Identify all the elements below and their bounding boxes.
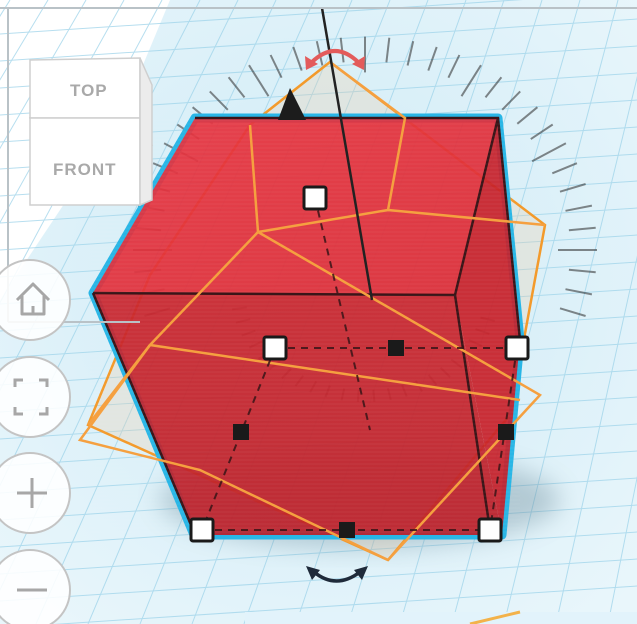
rotate-arrow-bottom-icon[interactable] xyxy=(306,566,368,583)
dial-tick[interactable] xyxy=(209,90,229,111)
dial-tick[interactable] xyxy=(501,90,521,111)
dial-tick[interactable] xyxy=(551,162,578,175)
resize-handle[interactable] xyxy=(262,335,288,361)
dial-tick[interactable] xyxy=(385,37,391,63)
midpoint-handle[interactable] xyxy=(498,424,514,440)
resize-handle[interactable] xyxy=(477,517,503,543)
dial-tick[interactable] xyxy=(530,123,554,140)
grid-line xyxy=(53,585,637,624)
dial-tick[interactable] xyxy=(565,204,593,212)
dial-tick[interactable] xyxy=(248,64,270,97)
rotation-guide-lines xyxy=(77,60,546,562)
grid-line xyxy=(0,558,637,602)
zoom-in-button[interactable] xyxy=(0,452,71,534)
plus-icon xyxy=(17,478,47,508)
midpoint-handle[interactable] xyxy=(339,522,355,538)
dial-tick[interactable] xyxy=(292,46,303,71)
dial-pointer-icon xyxy=(278,88,306,120)
view-cube-front-label[interactable]: FRONT xyxy=(53,160,117,179)
dial-tick[interactable] xyxy=(460,64,482,97)
dial-tick[interactable] xyxy=(447,54,461,79)
dial-tick[interactable] xyxy=(531,142,567,163)
fit-view-button[interactable] xyxy=(0,356,71,438)
dial-tick[interactable] xyxy=(568,226,596,232)
dial-tick[interactable] xyxy=(427,46,438,71)
grid-line xyxy=(607,475,637,624)
dial-tick[interactable] xyxy=(559,307,586,317)
resize-handles[interactable] xyxy=(189,185,530,543)
grid-line xyxy=(555,255,637,624)
grid-line xyxy=(0,18,637,62)
view-cube[interactable]: TOP FRONT xyxy=(28,57,154,207)
dial-tick[interactable] xyxy=(516,106,539,125)
rotation-axis-line xyxy=(320,7,374,301)
dial-tick[interactable] xyxy=(406,40,415,66)
grid-line xyxy=(0,0,524,35)
resize-handle[interactable] xyxy=(302,185,328,211)
dial-tick[interactable] xyxy=(565,288,593,296)
grid-line xyxy=(0,0,239,487)
bottom-ruler-strip xyxy=(245,610,637,624)
fit-to-view-icon xyxy=(13,378,49,416)
zoom-out-button[interactable] xyxy=(0,549,71,624)
grid-line xyxy=(0,531,637,575)
dial-tick[interactable] xyxy=(559,183,586,193)
resize-handle[interactable] xyxy=(504,335,530,361)
midpoint-handle[interactable] xyxy=(233,424,249,440)
resize-handle[interactable] xyxy=(189,517,215,543)
grid-line xyxy=(0,0,87,150)
dial-tick[interactable] xyxy=(269,54,283,79)
dial-tick[interactable] xyxy=(568,268,596,274)
midpoint-handles[interactable] xyxy=(233,340,514,538)
dial-tick[interactable] xyxy=(484,76,503,99)
dial-tick[interactable] xyxy=(227,76,246,99)
midpoint-handle[interactable] xyxy=(388,340,404,356)
home-view-button[interactable] xyxy=(0,259,71,341)
box-shape[interactable] xyxy=(88,113,525,540)
home-icon xyxy=(15,282,51,316)
view-cube-top-label[interactable]: TOP xyxy=(70,81,108,100)
rotate-arrow-top-icon[interactable] xyxy=(305,49,365,70)
dial-tick[interactable] xyxy=(315,40,324,66)
